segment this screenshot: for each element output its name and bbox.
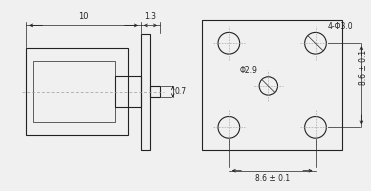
Text: 4-Φ3.0: 4-Φ3.0	[328, 22, 353, 31]
Text: Φ2.9: Φ2.9	[239, 66, 257, 75]
Bar	[141, 34, 150, 150]
Bar	[115, 76, 141, 107]
Text: 10: 10	[78, 12, 89, 21]
Text: 1.3: 1.3	[144, 12, 157, 21]
Text: 0.7: 0.7	[175, 87, 187, 96]
Text: 8.6 ± 0.1: 8.6 ± 0.1	[255, 174, 290, 183]
Bar	[33, 61, 115, 122]
Bar	[26, 48, 128, 135]
Bar	[202, 20, 342, 150]
Bar	[150, 86, 160, 97]
Text: 8.6 ± 0.1: 8.6 ± 0.1	[359, 50, 368, 85]
